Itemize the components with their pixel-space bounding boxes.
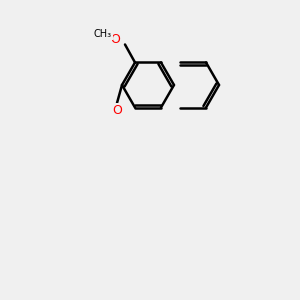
Text: CH₃: CH₃ bbox=[94, 29, 112, 40]
Text: O: O bbox=[110, 33, 120, 46]
Text: O: O bbox=[112, 103, 122, 116]
